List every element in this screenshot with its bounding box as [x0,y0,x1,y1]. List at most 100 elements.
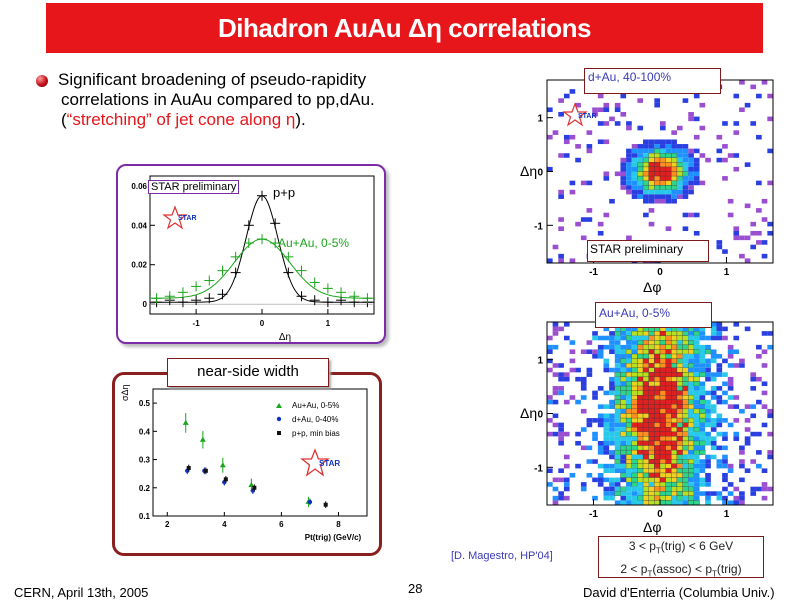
auau-point [243,238,254,249]
auau-point [309,277,320,288]
width-ylabel: σΔη [120,384,130,401]
auau-point [349,291,360,302]
auau-label: Au+Au, 0-5% [595,302,712,328]
auau-label: Au+Au, 0-5% [278,236,349,250]
deta-plot: 0.06 0.04 0.02 0 -1 0 1 Δη p+p Au+Au, 0-5% STA… [131,175,375,343]
pp-label: p+p [273,185,295,200]
pp-point [230,267,241,278]
svg-text:STAR: STAR [319,459,340,468]
width-plot-frame: 0.5 0.4 0.3 0.2 0.1 2 4 6 8 σΔη Pt(trig) (GeV/c)… [112,372,382,556]
star-preliminary-badge: STAR preliminary [148,180,240,194]
dau-label: d+Au, 40-100% [584,68,721,94]
reference-text: [D. Magestro, HP'04] [451,550,553,562]
dau-ylabel: Δη [520,163,537,179]
svg-text:STAR: STAR [178,215,197,222]
width-ytick-label: 0.3 [139,456,151,465]
width-ytick-label: 0.5 [139,399,151,408]
footer-right: David d'Enterria (Columbia Univ.) [583,585,775,600]
map-ytick-label: 0 [537,168,543,179]
svg-text:STAR: STAR [578,113,597,120]
legend-marker-dau [276,416,282,422]
deta-xtick-label: 1 [326,319,331,328]
legend-auau: Au+Au, 0-5% [292,401,339,410]
pp-width-point [223,475,228,483]
auau-point [322,283,333,294]
auau-point [283,251,294,262]
deta-ytick-label: 0 [143,300,148,309]
auau-point [191,281,202,292]
auau-ylabel: Δη [520,405,537,421]
auau-point [217,265,228,276]
bullet-line-3: (“stretching” of jet cone along η). [61,110,306,129]
width-xlabel: Pt(trig) (GeV/c) [305,533,362,542]
legend-marker-pp [277,431,281,435]
width-ytick-label: 0.4 [139,427,151,436]
title-bar: Dihadron AuAu Δη correlations [46,3,763,53]
auau-width-point [199,431,206,449]
deta-xtick-label: -1 [193,319,201,328]
cuts-line-1: 3 < pT(trig) < 6 GeV [628,539,734,556]
star-logo: STAR [162,205,197,230]
auau-point [177,287,188,298]
bullet-line-1: Significant broadening of pseudo-rapidit… [58,70,367,89]
width-xtick-label: 8 [336,520,341,529]
width-ytick-label: 0.2 [139,484,151,493]
deta-xlabel: Δη [279,332,291,342]
auau-point [296,265,307,276]
star-logo: STAR [300,448,340,477]
near-side-width-heading: near-side width [167,358,329,387]
map-xtick-label: 0 [657,267,663,278]
page-title: Dihadron AuAu Δη correlations [217,12,592,43]
map-ytick-label: -1 [534,221,543,232]
auau-point [164,291,175,302]
map-xtick-label: -1 [589,509,598,520]
pp-width-point [203,467,208,475]
cuts-line-2: 2 < pT(assoc) < pT(trig) [620,562,742,579]
auau-point [230,251,241,262]
width-plot-axes [152,388,368,517]
pp-point [204,293,215,304]
map-ytick-label: 0 [537,410,543,421]
pp-point [296,291,307,302]
deta-xtick-label: 0 [260,319,265,328]
pp-point [257,190,267,201]
map-ytick-label: 1 [537,356,543,367]
auau-point [151,293,162,304]
pp-width-point [252,484,257,492]
width-xtick-label: 2 [165,520,170,529]
pp-point [270,218,281,229]
pp-point [243,220,254,231]
deta-ytick-label: 0.02 [131,261,147,270]
map-xtick-label: 1 [724,509,730,520]
cuts-box: 3 < pT(trig) < 6 GeV 2 < pT(assoc) < pT(… [598,536,764,579]
auau-point [336,287,347,298]
star-logo: STAR [562,102,597,127]
auau-point [270,238,281,249]
auau-width-point [182,412,189,433]
auau-point [257,234,267,245]
map-xtick-label: 1 [724,267,730,278]
pp-width-point [186,464,191,472]
bullet-text: Significant broadening of pseudo-rapidit… [58,70,375,130]
page-number: 28 [408,581,423,596]
legend-dau: d+Au, 0-40% [292,415,338,424]
deta-ytick-label: 0.06 [131,182,147,191]
dau-map: 1 0 -1 -1 0 1 Δη Δφ STAR [520,79,774,295]
width-xtick-label: 6 [279,520,284,529]
pp-width-point [323,501,328,509]
pp-point [177,297,188,308]
auau-point [204,275,215,286]
width-legend: Au+Au, 0-5% d+Au, 0-40% p+p, min bias [276,401,340,438]
dau-width-point [307,498,313,506]
auau-xlabel: Δφ [643,519,661,535]
pp-point [191,295,202,306]
dau-xlabel: Δφ [643,279,661,295]
auau-width-point [219,457,226,473]
width-plot: 0.5 0.4 0.3 0.2 0.1 2 4 6 8 σΔη Pt(trig) (GeV/c)… [120,384,368,542]
width-xtick-label: 4 [222,520,227,529]
deta-plot-frame: 0.06 0.04 0.02 0 -1 0 1 Δη p+p Au+Au, 0-5% STA… [116,164,386,344]
auau-point [362,293,373,304]
bullet-icon [36,75,48,87]
legend-pp: p+p, min bias [292,429,340,438]
footer-left: CERN, April 13th, 2005 [14,585,149,600]
